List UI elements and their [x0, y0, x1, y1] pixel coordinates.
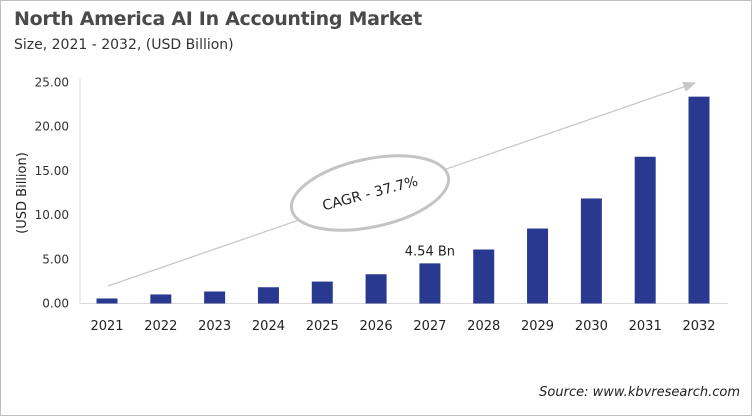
bar-2024: [257, 287, 279, 304]
bar-2023: [204, 291, 226, 304]
x-tick-label: 2021: [90, 319, 123, 334]
x-tick-label: 2023: [198, 319, 231, 334]
data-label: 4.54 Bn: [405, 244, 455, 259]
chart-subtitle: Size, 2021 - 2032, (USD Billion): [14, 37, 234, 53]
y-tick-label: 25.00: [35, 76, 69, 90]
bar-2031: [634, 156, 656, 304]
x-tick-label: 2027: [413, 319, 446, 334]
source-note: Source: www.kbvresearch.com: [539, 385, 740, 400]
y-tick-label: 20.00: [35, 120, 69, 134]
x-tick-label: 2024: [252, 319, 285, 334]
x-tick-label: 2026: [360, 319, 393, 334]
x-tick-label: 2029: [521, 319, 554, 334]
y-axis-label: (USD Billion): [15, 152, 30, 234]
x-tick-label: 2031: [629, 319, 662, 334]
x-tick-label: 2028: [467, 319, 500, 334]
y-tick-label: 0.00: [42, 297, 69, 311]
x-tick-label: 2032: [682, 319, 715, 334]
x-tick-label: 2030: [575, 319, 608, 334]
y-tick-label: 15.00: [35, 164, 69, 178]
x-tick-label: 2022: [144, 319, 177, 334]
bar-2025: [311, 281, 333, 304]
x-tick-label: 2025: [306, 319, 339, 334]
chart-title: North America AI In Accounting Market: [14, 8, 422, 30]
bar-2026: [365, 274, 387, 304]
bar-2021: [96, 298, 118, 304]
bar-2022: [150, 294, 172, 304]
cagr-ellipse: [289, 154, 451, 232]
bar-2032: [688, 96, 710, 304]
bar-2027: [419, 263, 441, 304]
bar-2030: [580, 198, 602, 304]
y-tick-label: 5.00: [42, 252, 69, 266]
bar-2028: [473, 249, 495, 304]
bar-2029: [527, 228, 549, 304]
y-tick-label: 10.00: [35, 208, 69, 222]
